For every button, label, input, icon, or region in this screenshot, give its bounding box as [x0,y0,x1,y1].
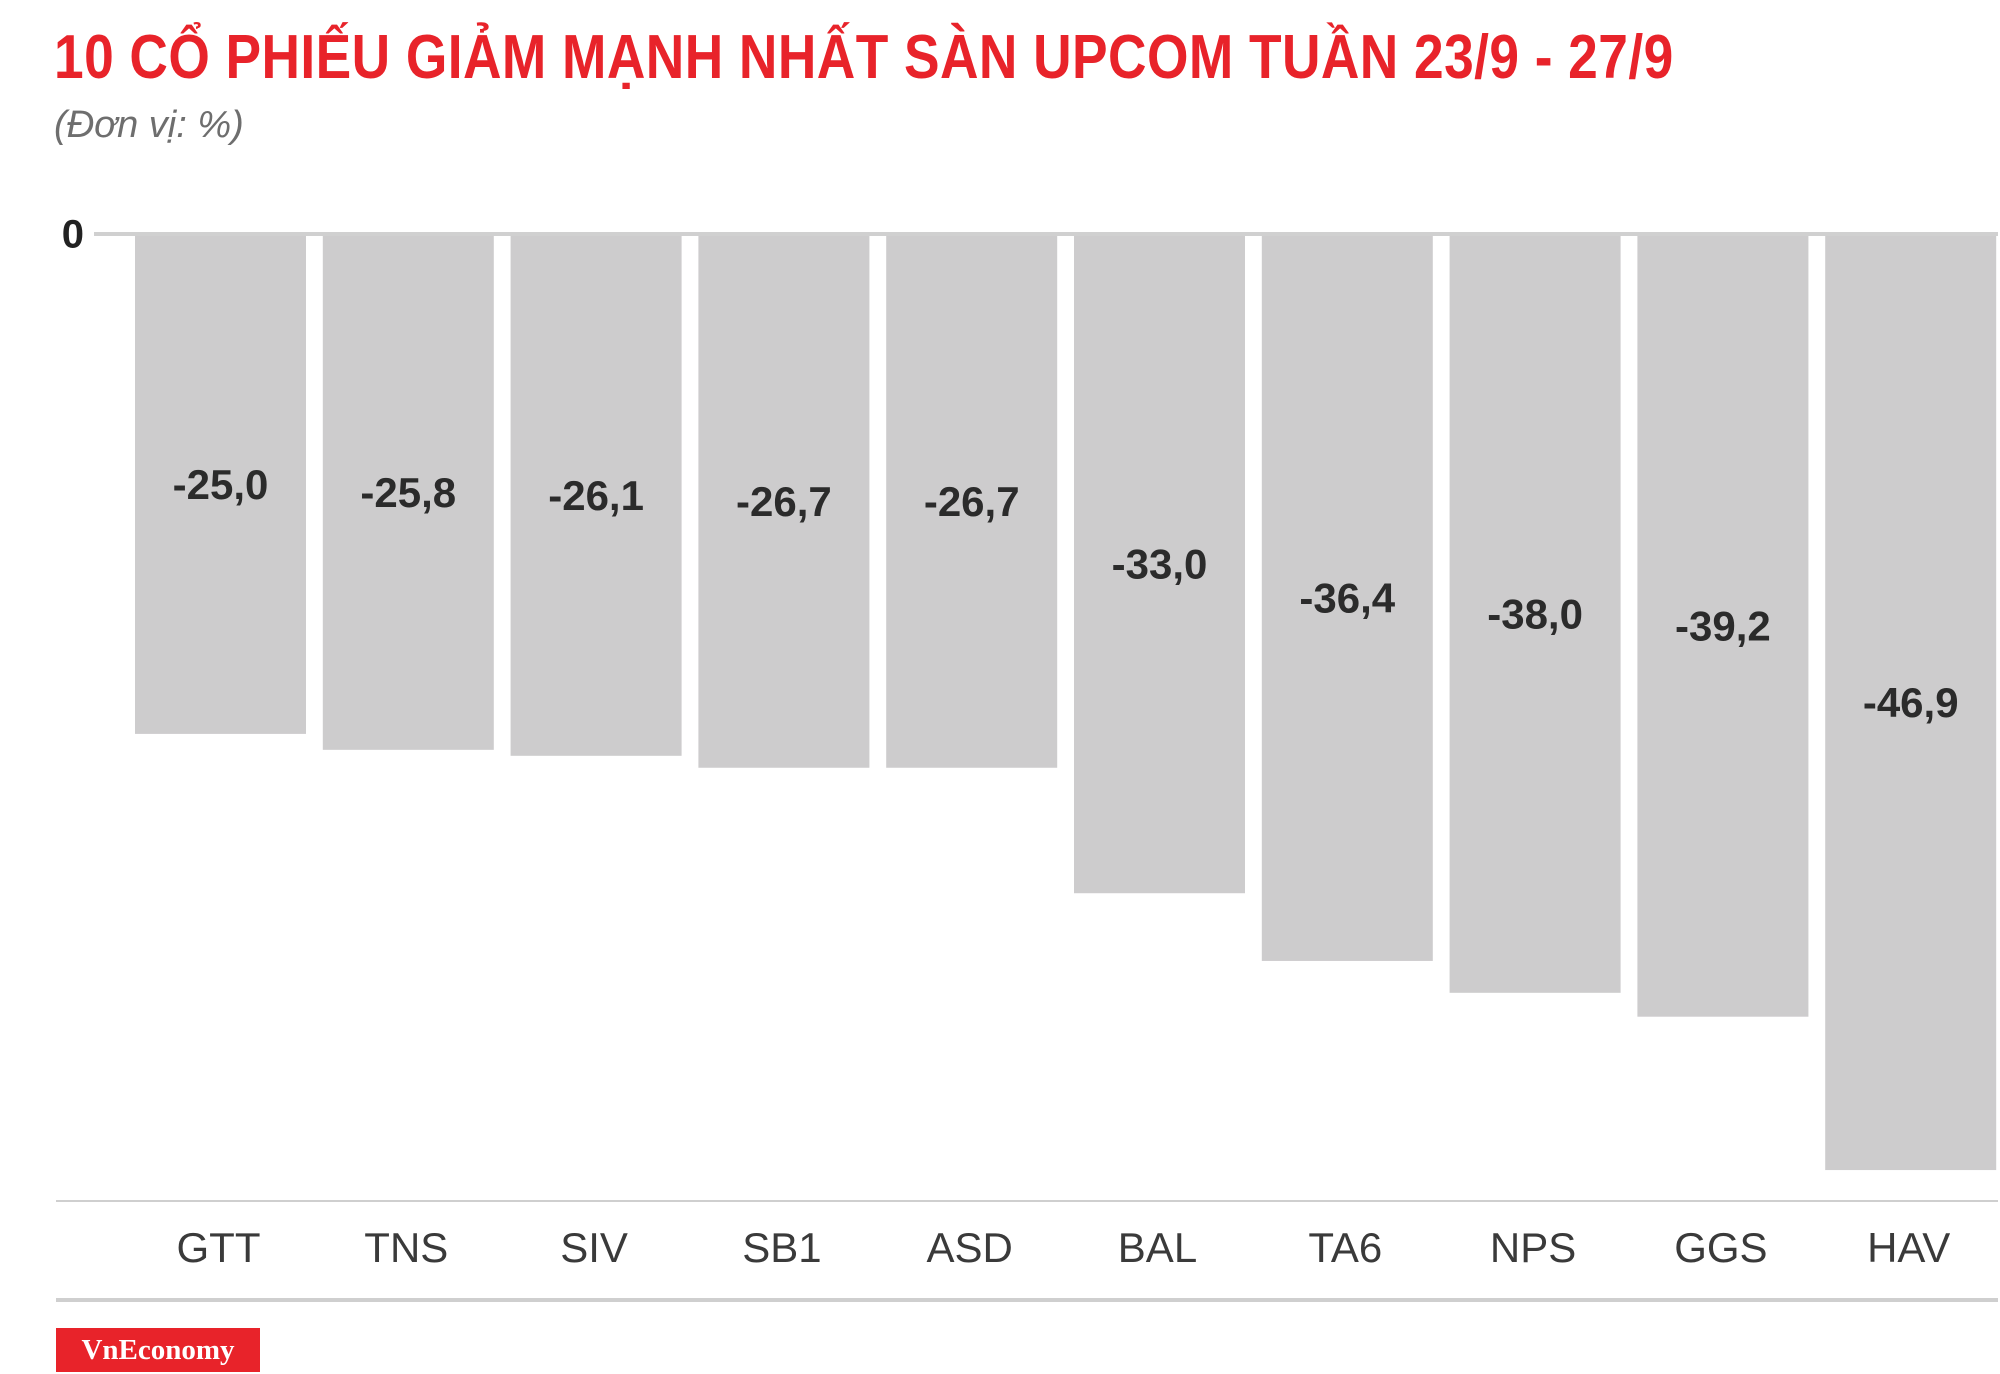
labels-layer: 0 -25,0 GTT -25,8 TNS -26,1 SIV -26,7 SB1 -26,7 AS… [62,213,1959,1271]
bars-layer [135,236,1997,1171]
chart-title: 10 CỔ PHIẾU GIẢM MẠNH NHẤT SÀN UPCOM TUẦ… [54,23,1674,92]
category-label: SB1 [742,1224,821,1271]
category-label: BAL [1118,1224,1197,1271]
category-label: GTT [177,1224,261,1271]
bar-nps [1449,236,1621,993]
bar-gtt [135,236,306,734]
category-label: ASD [927,1224,1013,1271]
y-tick-label: 0 [62,213,84,257]
value-label: -26,7 [736,478,832,525]
category-label: TA6 [1308,1224,1382,1271]
value-label: -38,0 [1487,590,1583,637]
category-label: GGS [1674,1224,1767,1271]
bar-sb1 [698,236,870,768]
category-label: HAV [1867,1224,1950,1271]
vneconomy-logo: VnEconomy [56,1328,260,1372]
value-label: -25,0 [173,461,269,508]
bar-ta6 [1261,236,1433,961]
value-label: -25,8 [360,469,456,516]
value-label: -26,1 [548,472,644,519]
value-label: -26,7 [924,478,1020,525]
value-label: -36,4 [1299,574,1395,621]
bar-tns [322,236,494,750]
bar-ggs [1637,236,1809,1017]
value-label: -46,9 [1863,679,1959,726]
category-label: TNS [364,1224,448,1271]
bar-asd [886,236,1058,768]
bar-hav [1825,236,1997,1171]
chart-subtitle: (Đơn vị: %) [54,104,244,146]
bar-siv [510,236,682,756]
category-label: SIV [560,1224,628,1271]
category-label: NPS [1490,1224,1576,1271]
value-label: -39,2 [1675,602,1771,649]
value-label: -33,0 [1112,541,1208,588]
bar-bal [1074,236,1245,894]
